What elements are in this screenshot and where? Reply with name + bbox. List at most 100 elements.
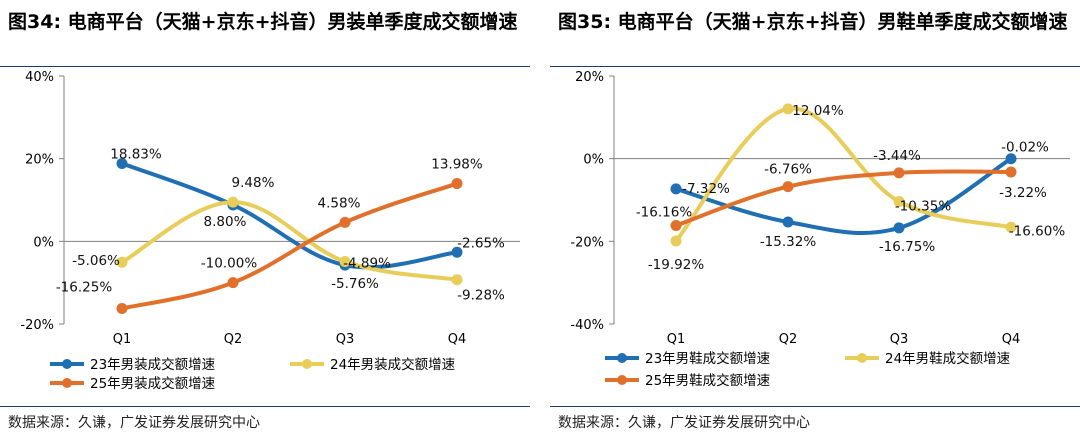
data-point: [670, 183, 682, 195]
line-chart: -20% 0% 20% 40% Q1 Q2 Q3 Q4 18.83% 8.80% -5.76% -2.…: [20, 70, 520, 392]
legend-label: 24年男装成交额增速: [330, 356, 455, 373]
title-divider: [0, 66, 530, 67]
figure-title: 图35: 电商平台（天猫+京东+抖音）男鞋单季度成交额增速: [558, 4, 1078, 40]
legend-item: 23年男装成交额增速: [50, 356, 215, 373]
source-note: 数据来源：久谦，广发证券发展研究中心: [8, 415, 260, 431]
series-2: [670, 103, 1017, 247]
legend: 23年男鞋成交额增速 24年男鞋成交额增速 25年男鞋成交额增速: [605, 350, 1010, 389]
data-point: [670, 219, 682, 231]
series-2-labels: -19.92% 12.04% -10.35% -16.60%: [648, 103, 1066, 273]
data-point: [339, 216, 351, 228]
data-point: [116, 158, 128, 170]
y-tick-label: 0%: [583, 153, 604, 168]
source-divider: [0, 406, 530, 407]
data-point: [782, 216, 794, 228]
legend-label: 24年男鞋成交额增速: [885, 350, 1010, 367]
data-point: [1005, 153, 1017, 165]
y-tick-label: 40%: [25, 70, 54, 85]
chart-panel-men-shoes: 图35: 电商平台（天猫+京东+抖音）男鞋单季度成交额增速 -40% -20% 0%…: [550, 0, 1080, 443]
data-label: -6.76%: [764, 162, 812, 178]
series-line: [120, 181, 459, 311]
y-tick-label: 20%: [575, 70, 604, 85]
series-3: [670, 166, 1017, 231]
chart-panel-men-apparel: 图34: 电商平台（天猫+京东+抖音）男装单季度成交额增速 -20% 0% 20% 4…: [0, 0, 530, 443]
x-tick-label: Q1: [667, 332, 686, 347]
figure-label: 图35:: [558, 11, 612, 33]
y-tick-label: -20%: [570, 235, 604, 250]
series-2-labels: -5.06% 9.48% -4.89% -9.28%: [72, 175, 505, 304]
data-label: -7.32%: [682, 181, 730, 197]
legend-swatch-marker: [302, 359, 312, 369]
legend-label: 23年男装成交额增速: [90, 356, 215, 373]
data-point: [339, 256, 351, 268]
data-point: [227, 196, 239, 208]
data-label: -9.28%: [457, 288, 505, 304]
data-point: [227, 277, 239, 289]
x-tick-label: Q4: [1002, 332, 1021, 347]
data-point: [116, 256, 128, 268]
series-line: [120, 161, 459, 270]
legend-item: 25年男装成交额增速: [50, 375, 215, 392]
x-tick-label: Q2: [224, 332, 243, 347]
data-label: -2.65%: [457, 235, 505, 251]
data-point: [893, 195, 905, 207]
data-point: [670, 235, 682, 247]
line-chart: -40% -20% 0% 20% Q1 Q2 Q3 Q4 -7.32% -15.32% -16.75…: [570, 70, 1070, 389]
figure-title: 图34: 电商平台（天猫+京东+抖音）男装单季度成交额增速: [8, 4, 528, 40]
x-tick-label: Q1: [113, 332, 132, 347]
data-point: [1005, 221, 1017, 233]
data-label: 8.80%: [204, 214, 247, 230]
figure-title-text: 电商平台（天猫+京东+抖音）男鞋单季度成交额增速: [617, 11, 1068, 33]
data-label: -16.60%: [1009, 223, 1066, 239]
legend-swatch-marker: [62, 359, 72, 369]
legend-swatch-marker: [857, 353, 867, 363]
x-tick-label: Q3: [336, 332, 355, 347]
x-tick-label: Q4: [448, 332, 467, 347]
data-point: [893, 222, 905, 234]
data-point: [1005, 166, 1017, 178]
source-note: 数据来源：久谦，广发证券发展研究中心: [558, 415, 810, 431]
series-3-labels: -16.16% -6.76% -3.44% -3.22%: [636, 148, 1047, 221]
data-point: [782, 103, 794, 115]
legend-item: 25年男鞋成交额增速: [605, 372, 770, 389]
data-point: [782, 181, 794, 193]
data-label: -5.76%: [331, 276, 379, 292]
legend: 23年男装成交额增速 24年男装成交额增速 25年男装成交额增速: [50, 356, 455, 392]
series-3: [116, 178, 463, 314]
data-label: -16.16%: [636, 204, 693, 220]
data-label: -4.89%: [343, 256, 391, 272]
data-label: 13.98%: [431, 157, 483, 173]
legend-swatch-marker: [617, 375, 627, 385]
legend-label: 25年男鞋成交额增速: [645, 372, 770, 389]
data-point: [451, 178, 463, 190]
series-1-labels: 18.83% 8.80% -5.76% -2.65%: [110, 147, 505, 293]
legend-label: 25年男装成交额增速: [90, 375, 215, 392]
data-label: -3.22%: [999, 185, 1047, 201]
y-tick-label: -40%: [570, 318, 604, 333]
data-label: -5.06%: [72, 253, 120, 269]
axes: -40% -20% 0% 20% Q1 Q2 Q3 Q4: [570, 70, 1070, 347]
legend-item: 24年男装成交额增速: [290, 356, 455, 373]
figure-label: 图34:: [8, 11, 62, 33]
series-line: [674, 106, 1013, 244]
x-tick-label: Q3: [890, 332, 909, 347]
y-tick-label: 20%: [25, 153, 54, 168]
series-1-labels: -7.32% -15.32% -16.75% -0.02%: [682, 140, 1049, 255]
legend-item: 24年男鞋成交额增速: [845, 350, 1010, 367]
series-line: [674, 169, 1013, 228]
legend-swatch-marker: [62, 378, 72, 388]
title-divider: [550, 66, 1080, 67]
data-label: -10.00%: [201, 256, 258, 272]
data-label: -0.02%: [1001, 140, 1049, 156]
series-3-labels: -16.25% -10.00% 4.58% 13.98%: [56, 157, 483, 296]
source-divider: [550, 406, 1080, 407]
series-2: [116, 196, 463, 286]
data-label: 12.04%: [792, 103, 844, 119]
data-label: -19.92%: [648, 257, 705, 273]
data-label: 9.48%: [232, 175, 275, 191]
legend-swatch-marker: [617, 353, 627, 363]
data-point: [116, 303, 128, 314]
figure-title-text: 电商平台（天猫+京东+抖音）男装单季度成交额增速: [67, 11, 518, 33]
legend-label: 23年男鞋成交额增速: [645, 350, 770, 367]
data-label: -16.25%: [56, 280, 113, 296]
